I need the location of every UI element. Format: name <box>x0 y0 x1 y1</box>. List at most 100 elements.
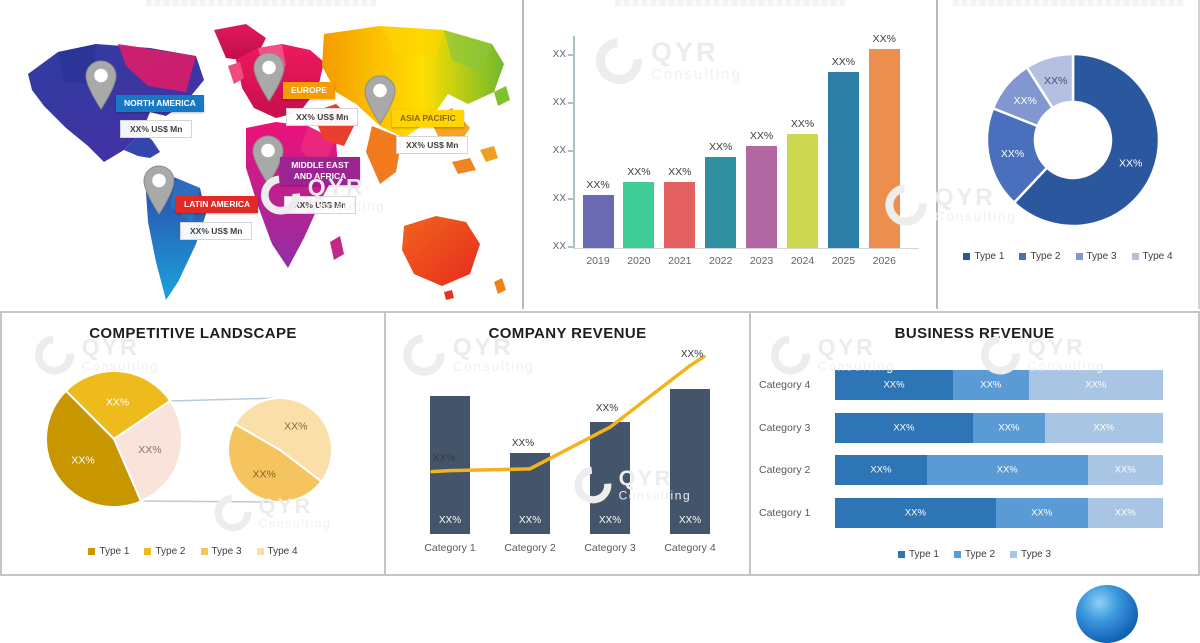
map-pin-north-america <box>84 60 118 115</box>
stacked-category-label: Category 4 <box>759 379 811 391</box>
legend-label: Type 3 <box>1021 549 1052 560</box>
legend-marker <box>1010 551 1018 558</box>
y-axis <box>573 36 575 249</box>
legend-label: Type 2 <box>155 546 186 557</box>
company-bar-category-1: XX% <box>430 396 470 534</box>
stacked-segment-type-3: XX% <box>1087 498 1163 529</box>
panel-business-revenue: BUSINESS REVENUE Category 4 XX% XX% XX% Cate… <box>751 311 1200 576</box>
region-value-latin-america: XX% US$ Mn <box>180 222 253 240</box>
region-badge-latin-america: LATIN AMERICA <box>176 196 259 214</box>
pie-slice-label: XX% <box>106 396 129 408</box>
company-category-label: Category 4 <box>664 542 716 554</box>
world-map <box>28 24 510 300</box>
segment-label: XX% <box>870 464 892 476</box>
company-bar-label: XX% <box>598 515 622 526</box>
x-tick-label: 2019 <box>586 255 610 267</box>
donut-chart: XX% XX% XX% XX% <box>985 52 1161 228</box>
pie-of-pie-chart: XX% XX% XX% XX% XX% <box>45 370 333 508</box>
company-category-label: Category 1 <box>424 542 476 554</box>
donut-segment-label: XX% <box>1001 148 1024 160</box>
panel-annual-bar-chart: XX XX XX XX XX XX% 2019 XX% 2020 XX% 2021 XX% 2022 XX… <box>524 0 938 309</box>
pie-slice-label: XX% <box>284 421 307 433</box>
location-pin-icon <box>85 60 117 110</box>
stacked-bar-category-2: XX% XX% XX% <box>835 455 1163 486</box>
region-value-north-america: XX% US$ Mn <box>120 120 193 138</box>
company-category-label: Category 3 <box>584 542 636 554</box>
company-bar-label: XX% <box>678 515 702 526</box>
segment-label: XX% <box>1093 422 1115 434</box>
chart-title: COMPETITIVE LANDSCAPE <box>89 325 297 342</box>
year-bar-2019 <box>582 195 614 248</box>
segment-label: XX% <box>996 464 1018 476</box>
legend-label: Type 2 <box>964 549 996 560</box>
stacked-bar-category-4: XX% XX% XX% <box>835 370 1163 400</box>
pie-legend: Type 1 Type 2 Type 3 Type 4 <box>2 546 384 557</box>
company-bar-category-2: XX% <box>510 453 550 534</box>
line-value-label: XX% <box>511 438 535 449</box>
x-tick-label: 2022 <box>709 255 733 267</box>
stacked-bar-category-3: XX% XX% XX% <box>835 412 1163 443</box>
legend-item-type-3: Type 3 <box>1010 549 1051 560</box>
x-axis <box>573 248 919 249</box>
line-value-label: XX% <box>432 453 456 464</box>
map-pin-middle-east-and-africa <box>251 135 285 190</box>
segment-label: XX% <box>1031 507 1053 519</box>
pie-slice-label: XX% <box>138 444 161 456</box>
stacked-segment-type-3: XX% <box>1087 455 1163 486</box>
year-bar-2023 <box>746 146 778 248</box>
map-pin-latin-america <box>142 165 176 220</box>
stacked-segment-type-2: XX% <box>926 455 1088 486</box>
map-pin-asia-pacific <box>363 75 397 130</box>
stacked-category-label: Category 3 <box>759 421 811 434</box>
bar-value-label: XX% <box>709 141 733 153</box>
legend-label: Type 3 <box>211 546 242 557</box>
y-tick-label: XX <box>552 145 566 156</box>
globe-logo <box>1076 585 1138 643</box>
business-revenue-chart: Category 4 XX% XX% XX% Category 3 XX% XX% XX% Ca… <box>751 313 1198 574</box>
segment-label: XX% <box>998 422 1020 434</box>
cropped-panel-title <box>953 0 1183 6</box>
year-bar-2021 <box>664 182 696 248</box>
chart-title: COMPANY REVENUE <box>488 325 647 342</box>
stacked-segment-type-3: XX% <box>1044 412 1163 443</box>
legend-marker <box>88 548 96 555</box>
pie-slice-type-1 <box>45 389 143 508</box>
company-category-label: Category 2 <box>504 542 556 554</box>
legend-marker <box>256 548 264 555</box>
y-tick-label: XX <box>552 49 566 60</box>
legend-item-type-2: Type 2 <box>953 549 996 560</box>
legend-label: Type 4 <box>267 546 298 557</box>
chart-title: BUSINESS REVENUE <box>894 325 1055 342</box>
segment-label: XX% <box>893 422 915 434</box>
company-bar-label: XX% <box>438 515 462 526</box>
legend-label: Type 1 <box>974 251 1005 262</box>
region-value-europe: XX% US$ Mn <box>286 108 359 126</box>
line-value-label: XX% <box>680 349 704 360</box>
company-bar-label: XX% <box>518 515 542 526</box>
segment-label: XX% <box>980 379 1002 391</box>
stacked-segment-type-1: XX% <box>835 412 973 443</box>
pie-slice-type-3 <box>227 422 323 503</box>
region-badge-europe: EUROPE <box>283 82 335 100</box>
cropped-panel-title <box>615 0 845 6</box>
stacked-category-label: Category 1 <box>759 507 811 520</box>
year-bar-2022 <box>705 157 737 248</box>
legend-item-type-2: Type 2 <box>144 546 186 557</box>
legend-item-type-1: Type 1 <box>88 546 129 557</box>
pie-slice-label: XX% <box>253 468 276 480</box>
donut-segment-label: XX% <box>1044 75 1067 87</box>
legend-label: Type 1 <box>99 546 130 557</box>
y-tick-label: XX <box>552 97 566 108</box>
company-revenue-chart: XX% Category 1 XX% Category 2 XX% Category 3 X… <box>386 313 749 574</box>
legend-marker <box>1075 253 1083 260</box>
legend-marker <box>1131 253 1139 260</box>
stacked-legend: Type 1 Type 2 Type 3 <box>751 549 1198 560</box>
stacked-segment-type-1: XX% <box>835 455 927 486</box>
legend-label: Type 3 <box>1086 251 1117 262</box>
location-pin-icon <box>253 52 285 102</box>
company-bar-category-4: XX% <box>670 389 710 534</box>
stacked-segment-type-2: XX% <box>995 498 1088 529</box>
legend-item-type-3: Type 3 <box>200 546 242 557</box>
bar-value-label: XX% <box>872 33 896 45</box>
y-tick-mark <box>568 54 575 56</box>
